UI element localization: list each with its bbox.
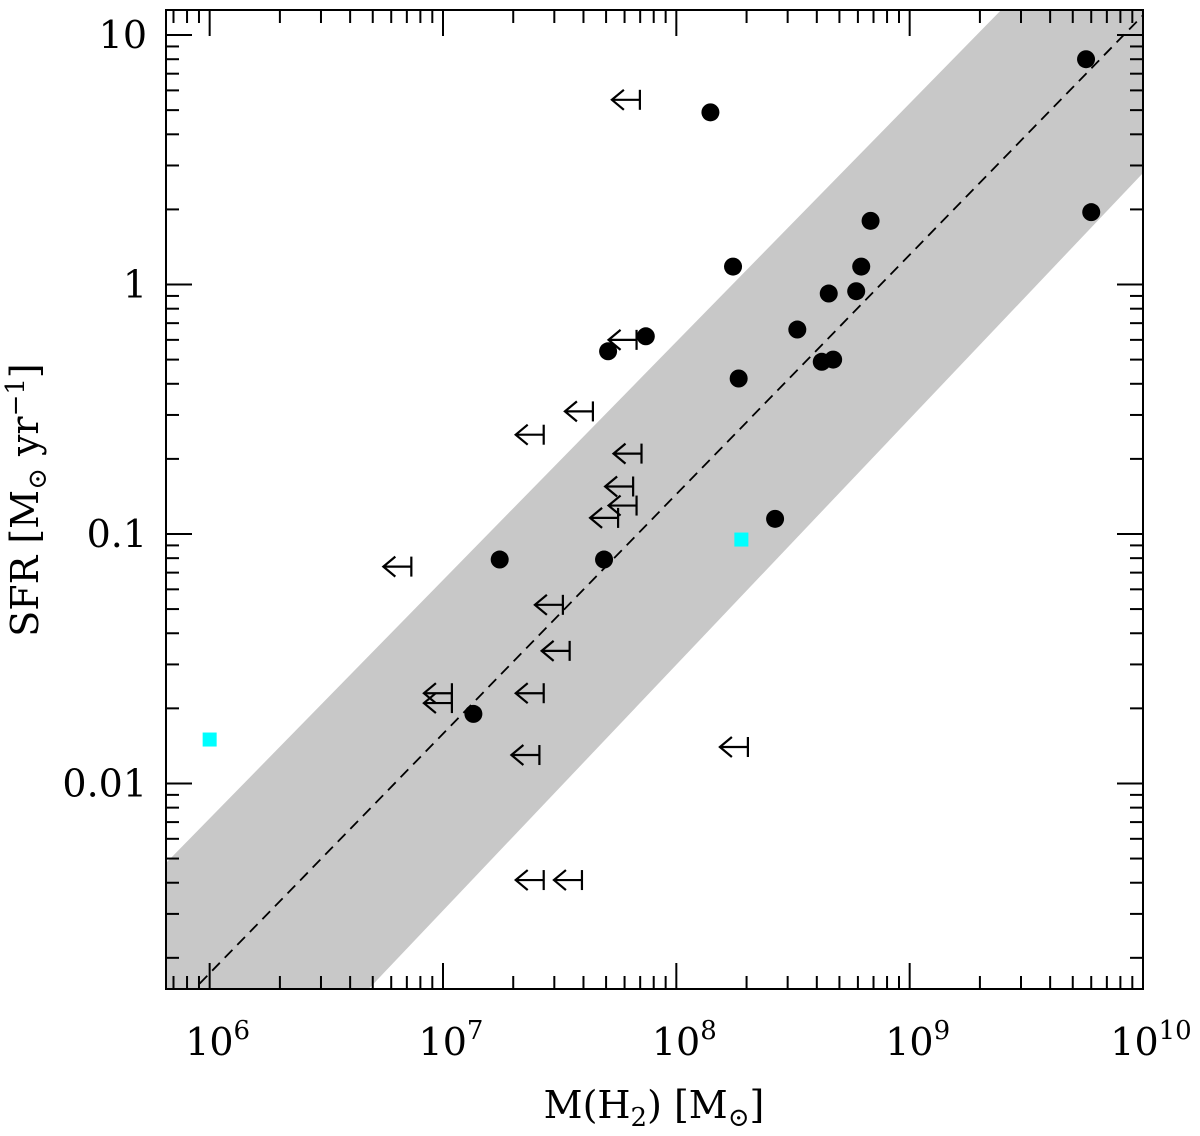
detection-point <box>595 550 614 569</box>
arrow-head <box>552 869 567 891</box>
upper-limit-arrow <box>606 494 638 517</box>
scatter-band <box>166 10 1143 989</box>
arrow-head <box>539 640 555 662</box>
x-tick-label: 108 <box>652 1016 717 1064</box>
arrow-head <box>381 555 397 578</box>
upper-limit-arrow <box>552 869 584 891</box>
detection-point <box>729 369 748 388</box>
arrow-head <box>533 593 548 616</box>
y-tick-label: 1 <box>123 263 147 307</box>
upper-limit-arrow <box>513 869 545 891</box>
detection-point <box>464 704 483 723</box>
upper-limit-arrow <box>603 475 635 498</box>
cyan-square-point <box>734 532 749 547</box>
detection-point <box>819 284 838 303</box>
arrow-head <box>718 736 733 758</box>
upper-limit-arrow <box>539 640 571 662</box>
arrow-head <box>603 475 618 498</box>
arrow-head <box>610 88 625 111</box>
y-axis-label: SFR [M⊙ yr−1] <box>1 363 53 637</box>
arrow-head <box>422 682 437 705</box>
y-tick-label: 0.01 <box>62 761 147 805</box>
arrow-head <box>509 744 525 766</box>
upper-limit-arrow <box>381 555 413 578</box>
detection-point <box>490 550 509 569</box>
arrow-head <box>606 494 622 517</box>
detection-point <box>1082 203 1101 222</box>
detection-point <box>788 320 807 339</box>
detection-point <box>847 282 866 301</box>
cyan-square-point <box>202 732 217 747</box>
detection-point <box>599 342 618 361</box>
x-tick-label: 1010 <box>1110 1016 1191 1064</box>
x-tick-label: 107 <box>419 1016 484 1064</box>
arrow-head <box>422 692 437 714</box>
plot-area <box>165 9 1144 990</box>
x-tick-label: 106 <box>185 1016 250 1064</box>
upper-limit-arrow <box>513 682 545 705</box>
upper-limit-arrow <box>509 744 541 766</box>
upper-limit-arrow <box>610 88 641 111</box>
detection-point <box>724 257 743 276</box>
arrow-head <box>563 400 578 423</box>
upper-limit-arrow <box>563 400 595 423</box>
y-tick-labels: 10 1 0.1 0.01 <box>62 13 147 805</box>
x-tick-label: 109 <box>885 1016 950 1064</box>
y-tick-label: 10 <box>99 13 147 57</box>
arrow-head <box>588 507 603 529</box>
arrow-head <box>606 329 622 351</box>
upper-limit-arrow <box>422 692 454 714</box>
arrow-head <box>611 442 627 465</box>
upper-limit-arrow <box>533 593 564 616</box>
fit-line <box>193 14 1143 989</box>
detection-point <box>636 327 655 346</box>
detection-point <box>701 103 720 122</box>
upper-limit-arrow <box>606 329 638 351</box>
detection-point <box>852 257 871 276</box>
upper-limit-arrow <box>611 442 643 465</box>
upper-limit-arrow <box>588 507 620 529</box>
detection-point <box>1077 50 1096 69</box>
upper-limit-arrow <box>513 423 545 446</box>
detection-point <box>861 211 880 230</box>
y-tick-label: 0.1 <box>87 512 147 556</box>
detection-point <box>766 509 785 528</box>
axis-ticks <box>166 10 1143 989</box>
data-points <box>202 50 1101 891</box>
detection-point <box>824 350 843 369</box>
x-axis-label: M(H2) [M⊙] <box>544 1083 765 1133</box>
arrow-head <box>513 682 529 705</box>
arrow-head <box>513 423 529 446</box>
upper-limit-arrow <box>718 736 749 758</box>
x-tick-labels: 106 107 108 109 1010 <box>185 1016 1192 1064</box>
arrow-head <box>513 869 529 891</box>
